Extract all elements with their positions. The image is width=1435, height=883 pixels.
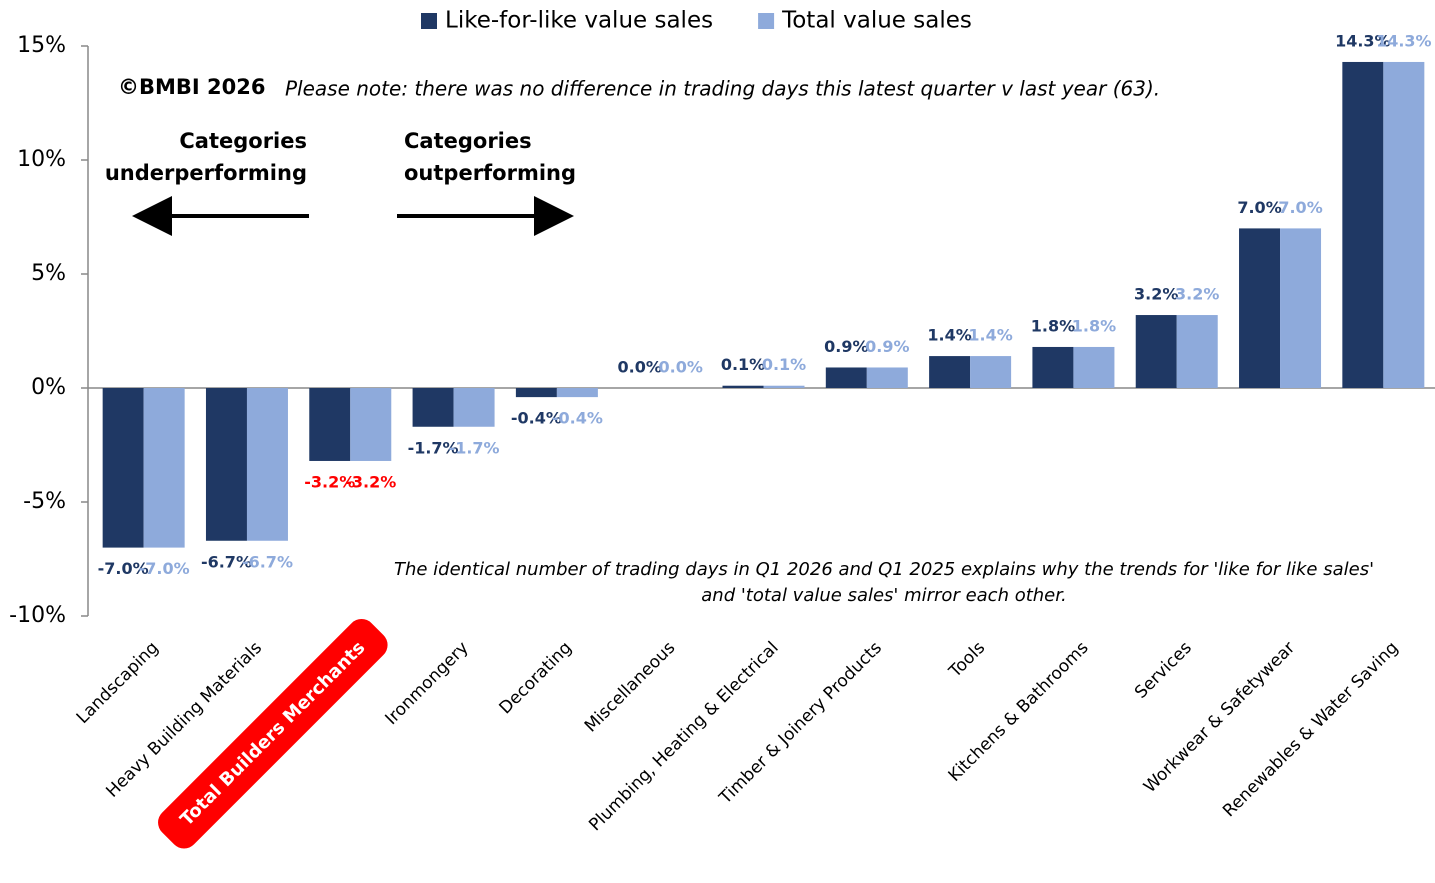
x-tick-group: Renewables & Water Saving — [1219, 638, 1402, 821]
legend-label: Total value sales — [781, 8, 972, 34]
under-label: underperforming — [105, 161, 307, 185]
value-label: 0.0% — [659, 358, 703, 377]
bar — [866, 367, 908, 388]
bar — [722, 385, 764, 388]
value-label: 0.0% — [618, 358, 662, 377]
x-tick-group: Plumbing, Heating & Electrical — [585, 638, 782, 835]
x-tick-group: Miscellaneous — [581, 638, 680, 737]
value-label: 3.2% — [1175, 285, 1219, 304]
x-tick-group: Ironmongery — [382, 638, 473, 729]
value-label: 0.1% — [762, 355, 806, 374]
bar — [1239, 228, 1281, 388]
x-tick-label: Plumbing, Heating & Electrical — [585, 638, 782, 835]
bar — [309, 388, 351, 461]
note: Please note: there was no difference in … — [285, 77, 1160, 101]
y-tick-label: 5% — [31, 261, 66, 286]
bar — [246, 388, 288, 541]
highlight-box — [158, 618, 388, 849]
value-label: -0.4% — [552, 409, 603, 428]
value-label: 0.9% — [865, 337, 909, 356]
bar — [102, 388, 144, 548]
value-label: 14.3% — [1335, 31, 1391, 50]
x-tick-group: Services — [1131, 638, 1196, 703]
bar — [1135, 315, 1177, 388]
bar — [1073, 346, 1115, 388]
value-label: -3.2% — [304, 472, 355, 491]
x-tick-label: Ironmongery — [382, 638, 473, 729]
value-label: 7.0% — [1237, 198, 1281, 217]
value-label: -3.2% — [345, 472, 396, 491]
legend-label: Like-for-like value sales — [445, 8, 713, 34]
value-label: 1.8% — [1031, 316, 1075, 335]
y-tick-label: 15% — [17, 33, 66, 58]
bar — [1032, 346, 1074, 388]
x-tick-group: Timber & Joinery Products — [715, 638, 886, 809]
footnote: and 'total value sales' mirror each othe… — [701, 585, 1066, 606]
x-tick-group: Landscaping — [73, 638, 163, 728]
x-tick-label: Landscaping — [73, 638, 163, 728]
bar — [1342, 61, 1384, 389]
x-tick-label: Miscellaneous — [581, 638, 680, 737]
bar — [205, 388, 247, 541]
value-label: -1.7% — [408, 438, 459, 457]
value-label: 1.8% — [1072, 316, 1116, 335]
value-label: 0.1% — [721, 355, 765, 374]
bar — [1280, 228, 1322, 388]
x-tick-label: Timber & Joinery Products — [715, 638, 886, 809]
value-label: 14.3% — [1376, 31, 1432, 50]
value-label: 0.9% — [824, 337, 868, 356]
y-tick-label: 10% — [17, 147, 66, 172]
y-tick-label: -5% — [23, 489, 66, 514]
copyright: ©BMBI 2026 — [118, 75, 265, 99]
bar — [412, 388, 454, 427]
x-tick-group: Decorating — [496, 638, 576, 718]
out-label: outperforming — [404, 161, 576, 185]
value-label: 1.4% — [968, 326, 1012, 345]
legend-swatch — [421, 13, 437, 29]
x-tick-label: Decorating — [496, 638, 576, 718]
bar — [556, 388, 598, 398]
bar — [515, 388, 557, 398]
x-tick-group: Tools — [945, 638, 990, 683]
bar — [1176, 315, 1218, 388]
value-label: 1.4% — [927, 326, 971, 345]
x-tick-label: Renewables & Water Saving — [1219, 638, 1402, 821]
value-label: -6.7% — [201, 552, 252, 571]
x-tick-label: Total Builders Merchants — [176, 637, 369, 830]
value-label: -1.7% — [449, 438, 500, 457]
bar — [970, 356, 1012, 388]
value-label: -0.4% — [511, 409, 562, 428]
legend-swatch — [758, 13, 775, 29]
x-tick-label: Tools — [945, 638, 990, 683]
bar — [825, 367, 867, 388]
out-label: Categories — [404, 129, 532, 153]
value-label: -7.0% — [98, 559, 149, 578]
y-tick-label: -10% — [9, 603, 66, 628]
value-label: 3.2% — [1134, 285, 1178, 304]
under-label: Categories — [179, 129, 307, 153]
bar — [763, 385, 805, 388]
value-label: -7.0% — [139, 559, 190, 578]
value-label: -6.7% — [242, 552, 293, 571]
x-tick-label: Services — [1131, 638, 1196, 703]
bar — [929, 356, 971, 388]
x-tick-group: Total Builders Merchants — [158, 618, 388, 849]
value-label: 7.0% — [1278, 198, 1322, 217]
y-tick-label: 0% — [31, 375, 66, 400]
bar — [143, 388, 185, 548]
bar — [1383, 61, 1425, 389]
bar — [350, 388, 392, 461]
bar — [453, 388, 495, 427]
footnote: The identical number of trading days in … — [394, 559, 1374, 580]
